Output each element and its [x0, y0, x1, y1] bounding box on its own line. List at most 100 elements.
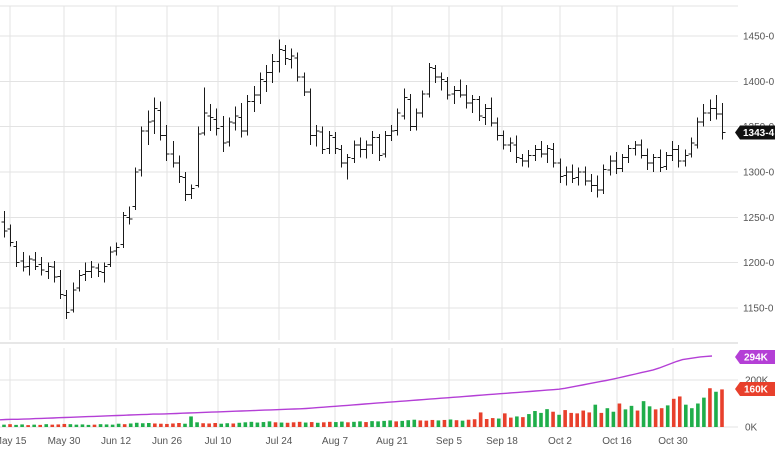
volume-bar-up	[629, 405, 634, 427]
price-vertical-gridlines	[9, 6, 674, 427]
volume-bar-down	[62, 423, 67, 427]
volume-bar-down	[581, 410, 586, 427]
volume-bar-up	[225, 423, 230, 427]
date-axis: May 15 May 30 Jun 12 Jun 26 Jul 10 Jul 24 Aug …	[0, 436, 688, 447]
ohlc-bar	[594, 175, 601, 198]
ohlc-bar	[582, 166, 589, 186]
volume-bar-up	[647, 406, 652, 427]
volume-bar-down	[153, 423, 157, 427]
volume-bar-down	[213, 423, 217, 427]
ohlc-bar	[307, 88, 314, 145]
volume-badge: 160K	[735, 382, 775, 396]
price-tick-label: 1300-0	[743, 168, 775, 179]
ohlc-bar	[625, 144, 632, 163]
ohlc-bar	[244, 94, 251, 136]
volume-bar-down	[207, 423, 211, 427]
ohlc-bar	[76, 269, 83, 292]
volume-bar-up	[665, 405, 670, 427]
price-axis: 1150-01200-01250-01300-01350-01400-01450…	[743, 32, 775, 315]
volume-bar-up	[539, 412, 543, 427]
ohlc-bar	[482, 104, 489, 125]
ohlc-bar	[351, 140, 358, 163]
volume-bar-up	[183, 423, 187, 427]
ohlc-bar	[376, 133, 383, 162]
ohlc-bar	[682, 149, 689, 167]
volume-bar-down	[171, 423, 175, 427]
ohlc-bar	[51, 260, 58, 283]
volume-bar-up	[436, 420, 441, 427]
volume-bar-down	[478, 412, 483, 427]
volume-bar-up	[557, 414, 561, 427]
ohlc-bar	[357, 137, 364, 158]
ohlc-bar	[694, 117, 701, 149]
last-price-label: 1343-4	[743, 128, 775, 139]
ohlc-bar	[301, 72, 308, 96]
ohlc-bar	[401, 88, 408, 120]
ohlc-bar	[575, 167, 582, 186]
volume-bar-down	[291, 422, 296, 427]
volume-bar-up	[448, 419, 453, 427]
volume-bar-up	[593, 404, 598, 427]
ohlc-bar	[101, 262, 108, 283]
ohlc-bar	[644, 148, 651, 171]
volume-bar-up	[352, 421, 356, 427]
volume-bar-up	[249, 421, 254, 427]
volume-bar-down	[490, 418, 495, 427]
volume-bar-down	[165, 423, 169, 427]
ohlc-bar	[326, 131, 333, 154]
volume-bars	[2, 388, 724, 428]
date-tick-label: Aug 21	[376, 436, 408, 447]
volume-bar-down	[484, 419, 489, 427]
ohlc-bar	[226, 117, 233, 147]
volume-bar-up	[690, 408, 694, 427]
volume-bar-up	[68, 424, 73, 427]
price-tick-label: 1200-0	[743, 258, 775, 269]
volume-bar-up	[684, 404, 688, 427]
ohlc-bar	[313, 124, 320, 147]
volume-label: 160K	[744, 385, 769, 396]
ohlc-bar	[669, 141, 676, 162]
volume-bar-down	[502, 413, 507, 427]
ohlc-bar	[394, 108, 401, 136]
ohlc-bar	[113, 242, 120, 256]
price-bars	[1, 39, 726, 319]
volume-bar-up	[147, 423, 151, 427]
ohlc-bar	[600, 164, 607, 194]
date-tick-label: Jul 24	[266, 436, 293, 447]
volume-bar-down	[472, 419, 477, 427]
date-tick-label: Sep 18	[486, 436, 518, 447]
date-tick-label: Jun 12	[101, 436, 131, 447]
ohlc-bar	[269, 54, 276, 84]
ohlc-bar	[569, 164, 576, 183]
volume-bar-down	[569, 412, 573, 427]
ohlc-bar	[476, 95, 483, 122]
ohlc-bar	[7, 224, 14, 247]
volume-bar-up	[641, 401, 646, 427]
price-tick-label: 1400-0	[743, 77, 775, 88]
volume-bar-up	[134, 422, 139, 427]
ohlc-bar	[638, 139, 645, 159]
ohlc-bar	[451, 85, 458, 104]
volume-bar-up	[334, 422, 338, 427]
ohlc-bar	[38, 257, 45, 276]
ohlc-bar	[382, 131, 389, 158]
volume-bar-down	[720, 389, 724, 427]
volume-bar-down	[659, 408, 664, 427]
ohlc-bar	[132, 167, 139, 211]
volume-bar-up	[74, 424, 79, 427]
volume-bar-down	[677, 396, 682, 427]
price-tick-label: 1150-0	[743, 304, 774, 315]
ohlc-bar	[220, 115, 227, 153]
volume-bar-up	[376, 421, 380, 427]
volume-bar-down	[159, 423, 163, 427]
volume-bar-up	[388, 420, 392, 427]
ohlc-bar	[145, 110, 152, 145]
volume-bar-up	[515, 416, 519, 427]
ohlc-bar	[338, 144, 345, 168]
volume-bar-up	[382, 420, 386, 427]
volume-bar-up	[98, 424, 103, 427]
date-tick-label: Oct 30	[658, 436, 688, 447]
ohlc-bar	[57, 269, 64, 299]
ohlc-bar	[557, 158, 564, 183]
